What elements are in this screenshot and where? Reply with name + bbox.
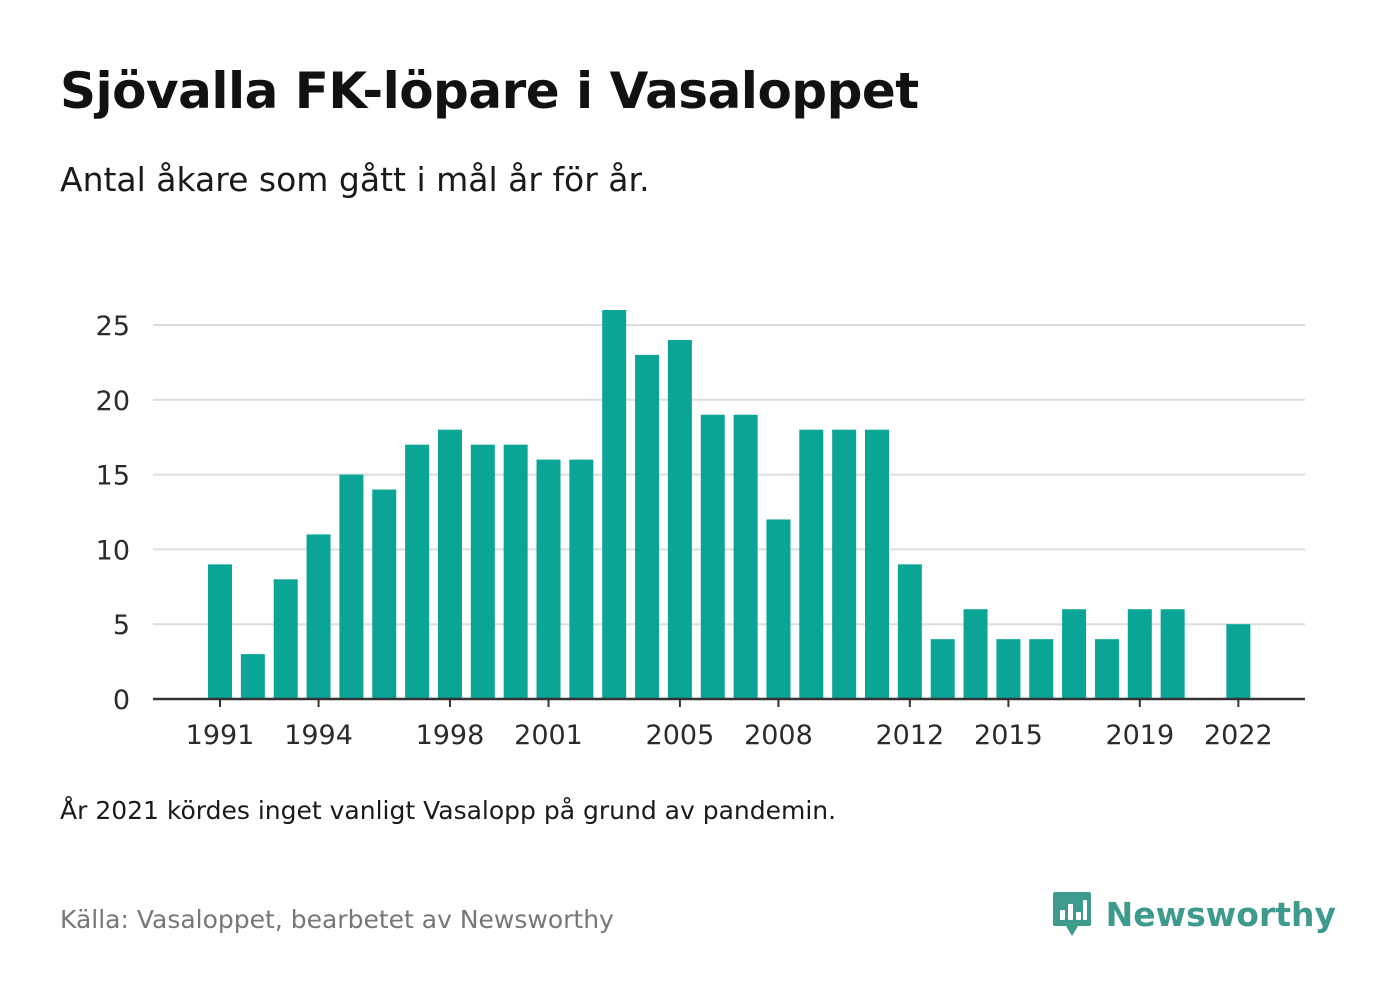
x-tick-label: 2015 [974,720,1043,751]
bars [208,310,1251,699]
y-tick-label: 15 [96,461,130,492]
x-tick-label: 2012 [875,720,944,751]
x-tick-label: 2008 [744,720,813,751]
chart-title: Sjövalla FK-löpare i Vasaloppet [60,62,919,120]
brand: Newsworthy [1052,890,1336,938]
bar-2020 [1160,609,1185,699]
bar-2010 [832,429,857,699]
bar-2016 [1029,639,1054,699]
bar-2011 [865,429,889,699]
bar-1999 [470,444,495,699]
bar-1993 [273,579,298,699]
bar-1998 [437,429,462,699]
y-tick-label: 25 [96,311,130,342]
bar-2015 [996,639,1021,699]
footnote: År 2021 kördes inget vanligt Vasalopp på… [60,796,837,825]
chart-subtitle: Antal åkare som gått i mål år för år. [60,160,650,199]
bar-2018 [1094,639,1119,699]
bar-2014 [963,609,988,699]
bar-2007 [733,414,758,699]
x-tick-label: 1994 [284,720,353,751]
x-tick-label: 1998 [416,720,485,751]
bar-chart: 0 5 10 15 20 25 1991 1994 1998 2001 2005 2008 2012 20… [96,310,1305,751]
bar-1994 [306,534,331,699]
bar-2001 [536,459,561,699]
bar-2013 [930,639,955,699]
bar-2002 [569,459,594,699]
bar-1997 [405,444,430,699]
bar-1992 [240,654,265,699]
x-tick-label: 2022 [1204,720,1273,751]
bar-2000 [503,444,528,699]
y-tick-label: 10 [96,535,130,566]
bar-2005 [667,339,692,699]
bar-2003 [602,310,627,699]
bar-1995 [339,474,364,699]
newsworthy-logo-icon [1052,892,1091,936]
x-tick-label: 2019 [1105,720,1174,751]
x-tick-label: 2001 [514,720,583,751]
bar-1996 [372,489,397,699]
x-tick-label: 1991 [186,720,255,751]
bar-2009 [799,429,824,699]
bar-2006 [700,414,725,699]
bar-2022 [1226,624,1251,699]
source-text: Källa: Vasaloppet, bearbetet av Newswort… [60,905,614,934]
bar-1991 [208,564,232,699]
x-tick-label: 2005 [646,720,715,751]
y-tick-label: 20 [96,386,130,417]
y-tick-label: 0 [113,685,130,716]
bar-2008 [766,519,791,699]
axes: 0 5 10 15 20 25 1991 1994 1998 2001 2005 2008 2012 20… [96,311,1305,751]
brand-name: Newsworthy [1105,894,1336,934]
y-tick-label: 5 [113,610,130,641]
bar-2017 [1062,609,1087,699]
bar-2012 [897,564,922,699]
bar-2004 [635,354,660,699]
bar-2019 [1127,609,1152,699]
